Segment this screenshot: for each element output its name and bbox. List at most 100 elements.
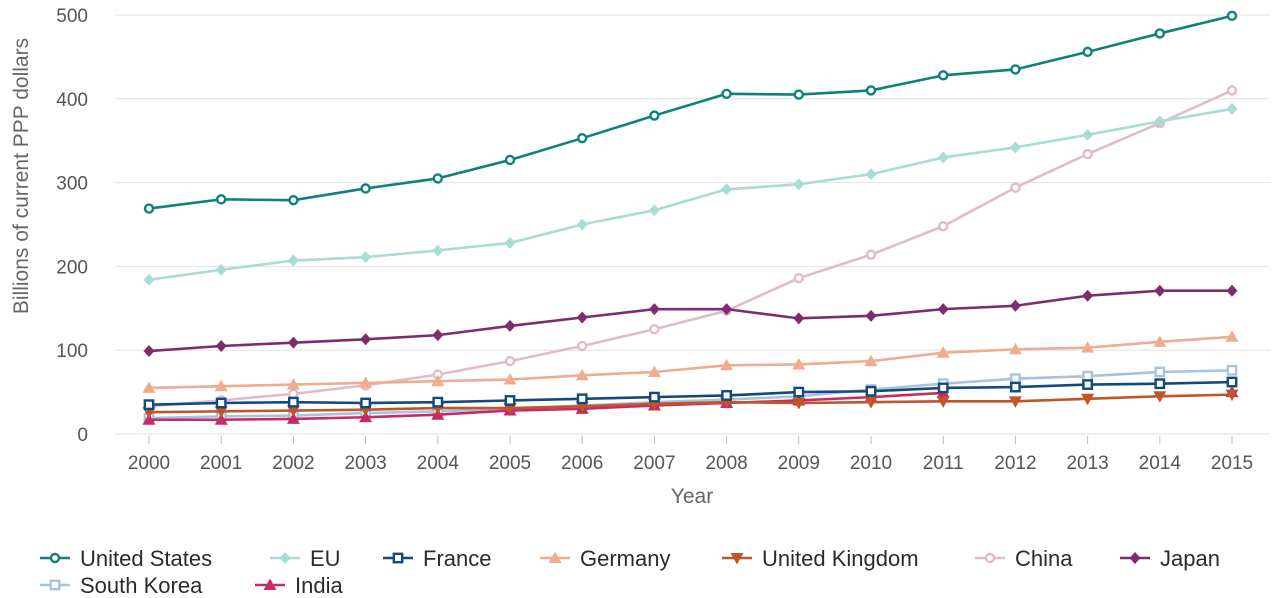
x-tick-label: 2000 bbox=[128, 453, 170, 474]
data-point-united-kingdom bbox=[1008, 396, 1022, 408]
data-point-united-states bbox=[288, 194, 299, 206]
data-point-eu bbox=[143, 273, 155, 286]
series-line-united-kingdom bbox=[148, 393, 1233, 414]
x-tick-label: 2008 bbox=[705, 453, 747, 474]
series-france bbox=[143, 376, 1238, 411]
legend-item-france[interactable]: France bbox=[383, 546, 491, 571]
legend-item-japan[interactable]: Japan bbox=[1120, 546, 1220, 571]
data-point-china bbox=[577, 340, 588, 352]
data-point-south-korea bbox=[1154, 366, 1166, 378]
data-point-eu bbox=[721, 183, 733, 196]
data-point-eu bbox=[432, 244, 444, 257]
series-japan bbox=[143, 284, 1238, 358]
legend-item-united-states[interactable]: United States bbox=[40, 546, 212, 571]
data-point-united-kingdom bbox=[864, 397, 878, 409]
x-tick-label: 2004 bbox=[417, 453, 460, 474]
x-tick-label: 2014 bbox=[1139, 453, 1182, 474]
data-point-france bbox=[937, 382, 949, 394]
data-point-eu bbox=[1154, 115, 1166, 128]
x-tick-label: 2002 bbox=[272, 453, 314, 474]
data-point-japan bbox=[504, 319, 516, 332]
x-tick-label: 2011 bbox=[923, 453, 964, 474]
data-point-france bbox=[793, 386, 805, 398]
data-point-france bbox=[432, 396, 444, 408]
data-point-united-kingdom bbox=[1225, 389, 1239, 402]
data-point-france bbox=[1082, 379, 1094, 390]
data-point-japan bbox=[360, 333, 372, 346]
data-point-france bbox=[649, 391, 660, 403]
x-tick-label: 2001 bbox=[200, 453, 242, 474]
data-point-india bbox=[214, 413, 228, 425]
x-axis-ticks: 2000 2001 2002 2003 2004 2005 2006 2007 2008 2009… bbox=[128, 436, 1253, 474]
x-tick-label: 2003 bbox=[344, 453, 386, 474]
data-point-japan bbox=[648, 303, 660, 316]
legend-label: United States bbox=[80, 546, 212, 571]
data-point-china bbox=[865, 249, 877, 260]
x-tick-label: 2006 bbox=[561, 453, 603, 474]
series-line-china bbox=[148, 89, 1233, 408]
data-point-germany bbox=[936, 346, 950, 358]
data-point-germany bbox=[1081, 341, 1095, 353]
data-point-china bbox=[1082, 148, 1093, 160]
data-point-united-kingdom bbox=[214, 406, 228, 418]
data-point-united-kingdom bbox=[142, 407, 156, 419]
data-point-united-states bbox=[143, 203, 155, 214]
data-point-united-kingdom bbox=[792, 397, 806, 410]
data-point-japan bbox=[287, 336, 299, 349]
data-point-eu bbox=[504, 236, 516, 249]
data-point-united-states bbox=[793, 89, 804, 100]
data-point-south-korea bbox=[1082, 370, 1094, 382]
legend: United States EU France Germany United Kingd… bbox=[40, 546, 1220, 598]
series-line-germany bbox=[148, 335, 1233, 390]
legend-item-india[interactable]: India bbox=[255, 573, 343, 598]
data-point-china bbox=[1226, 85, 1238, 96]
data-point-united-states bbox=[1154, 28, 1166, 39]
y-tick-label: 200 bbox=[56, 257, 88, 278]
data-point-united-kingdom bbox=[936, 396, 950, 408]
data-point-united-states bbox=[432, 173, 443, 184]
data-point-india bbox=[142, 413, 156, 425]
legend-item-united-kingdom[interactable]: United Kingdom bbox=[722, 546, 919, 571]
data-point-eu bbox=[648, 204, 660, 217]
gridlines bbox=[115, 14, 1270, 435]
data-point-france bbox=[1154, 378, 1166, 390]
series-united-kingdom bbox=[142, 389, 1239, 419]
data-point-united-states bbox=[1010, 64, 1021, 75]
series-lines bbox=[142, 10, 1239, 425]
legend-item-eu[interactable]: EU bbox=[270, 546, 341, 571]
data-point-germany bbox=[286, 378, 300, 390]
legend-swatch-marker bbox=[279, 552, 291, 564]
data-point-france bbox=[288, 396, 299, 408]
series-germany bbox=[142, 330, 1239, 393]
data-point-germany bbox=[720, 358, 734, 371]
data-point-united-states bbox=[865, 85, 877, 96]
data-point-france bbox=[865, 385, 877, 397]
data-point-japan bbox=[143, 345, 155, 358]
y-tick-label: 100 bbox=[56, 341, 88, 362]
data-point-eu bbox=[937, 151, 949, 164]
legend-item-south-korea[interactable]: South Korea bbox=[40, 573, 203, 598]
data-point-india bbox=[359, 410, 373, 423]
legend-swatch-marker bbox=[984, 552, 996, 564]
legend-item-china[interactable]: China bbox=[975, 546, 1073, 571]
data-point-japan bbox=[721, 303, 733, 316]
data-point-france bbox=[215, 397, 227, 409]
legend-label: EU bbox=[310, 546, 341, 571]
data-point-germany bbox=[359, 376, 373, 388]
data-point-japan bbox=[1226, 284, 1238, 297]
data-point-united-states bbox=[1226, 10, 1238, 22]
data-point-eu bbox=[1009, 141, 1021, 154]
data-point-united-states bbox=[649, 110, 660, 121]
data-point-united-kingdom bbox=[286, 405, 300, 418]
series-line-united-states bbox=[148, 14, 1233, 210]
data-point-united-states bbox=[1082, 46, 1093, 58]
data-point-france bbox=[721, 390, 733, 401]
data-point-germany bbox=[575, 368, 589, 381]
data-point-south-korea bbox=[1226, 364, 1238, 376]
series-line-france bbox=[148, 380, 1233, 406]
data-point-germany bbox=[647, 365, 661, 377]
x-tick-label: 2005 bbox=[489, 453, 531, 474]
legend-label: Japan bbox=[1160, 546, 1220, 571]
legend-item-germany[interactable]: Germany bbox=[540, 546, 670, 571]
